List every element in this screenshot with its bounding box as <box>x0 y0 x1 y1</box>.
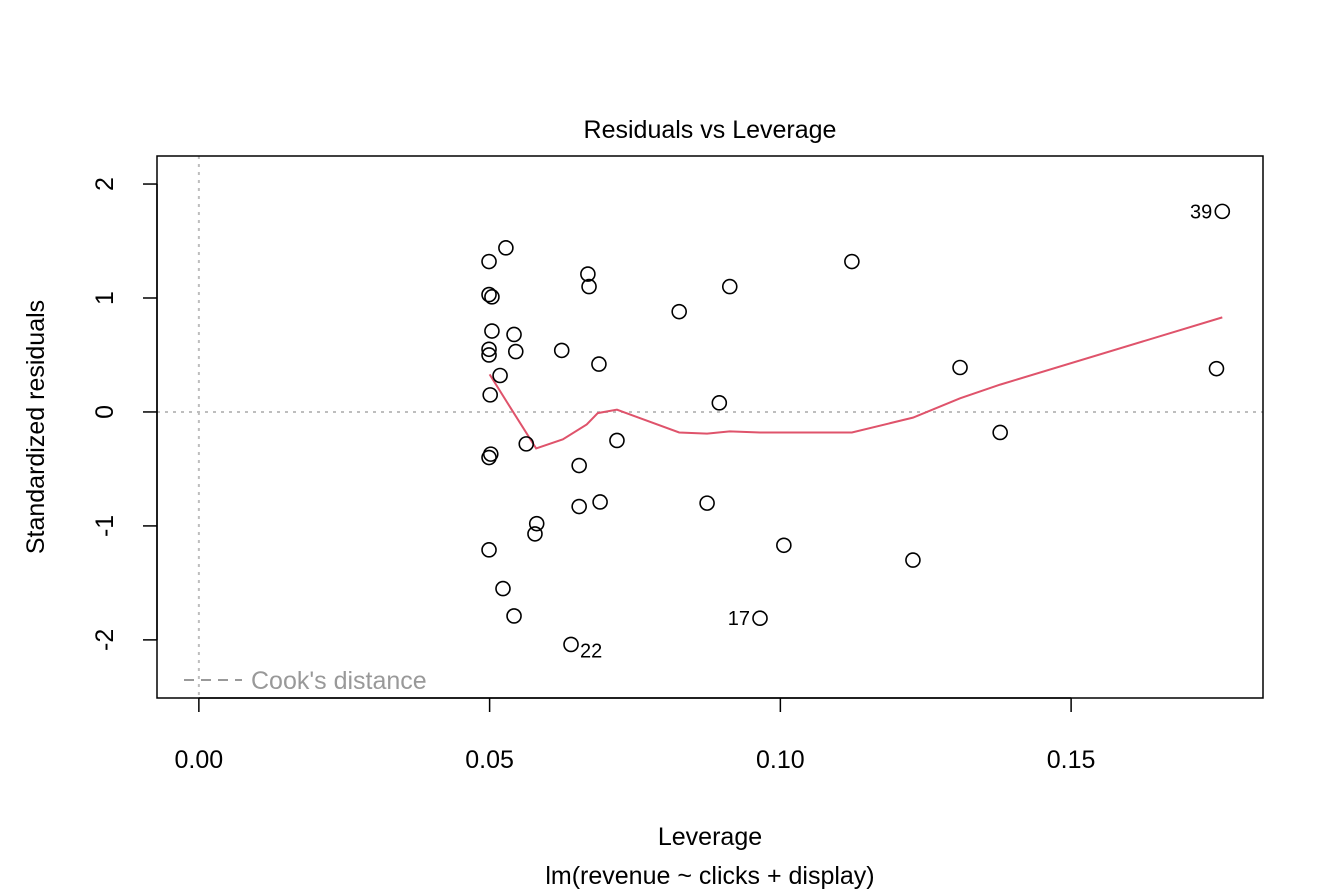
data-point <box>527 526 543 542</box>
data-point <box>752 610 768 627</box>
data-point <box>507 343 524 360</box>
y-tick-label: 2 <box>91 177 119 191</box>
data-point <box>492 367 508 384</box>
data-point <box>482 387 498 403</box>
data-point <box>699 495 715 511</box>
data-point <box>553 342 570 359</box>
x-tick-label: 0.15 <box>1047 746 1096 774</box>
data-point <box>571 498 587 515</box>
point-label: 22 <box>580 640 602 662</box>
y-tick-label: 0 <box>91 405 119 419</box>
cooks-distance-legend-label: Cook's distance <box>251 667 427 695</box>
data-point <box>905 552 921 568</box>
x-tick-label: 0.05 <box>465 746 514 774</box>
data-point <box>992 424 1008 441</box>
data-point <box>518 436 535 452</box>
data-point <box>528 515 545 532</box>
data-point <box>581 278 597 295</box>
data-point <box>671 303 687 320</box>
data-point <box>481 341 497 358</box>
y-tick-label: -1 <box>91 515 119 537</box>
data-point <box>1208 360 1225 377</box>
data-point <box>952 359 968 376</box>
data-point <box>484 323 500 339</box>
point-label: 39 <box>1190 201 1212 223</box>
plot-frame <box>156 155 1264 699</box>
x-axis-label: Leverage <box>658 823 762 851</box>
data-point <box>1214 203 1231 220</box>
y-axis-label: Standardized residuals <box>22 300 50 554</box>
point-label: 17 <box>728 608 750 630</box>
data-point <box>481 449 497 466</box>
data-point <box>481 286 497 303</box>
data-point <box>495 580 511 597</box>
chart-title: Residuals vs Leverage <box>584 116 837 144</box>
data-point <box>591 356 607 372</box>
data-point <box>563 636 579 653</box>
data-point <box>498 240 514 256</box>
data-point <box>580 266 596 282</box>
data-point <box>609 432 625 449</box>
data-point <box>506 326 522 343</box>
data-point <box>776 537 792 554</box>
x-tick-label: 0.00 <box>175 746 224 774</box>
y-tick-label: -2 <box>91 629 119 651</box>
x-tick-label: 0.10 <box>756 746 805 774</box>
data-point <box>506 608 522 624</box>
data-point <box>484 289 500 305</box>
data-point <box>481 253 497 270</box>
data-point <box>481 542 497 558</box>
y-tick-label: 1 <box>91 291 119 305</box>
data-point <box>844 253 860 270</box>
data-point <box>721 278 738 295</box>
data-point <box>711 395 728 411</box>
subtitle: lm(revenue ~ clicks + display) <box>545 862 874 890</box>
smooth-line <box>488 316 1223 450</box>
data-point <box>592 494 608 510</box>
data-point <box>571 457 587 474</box>
data-point <box>481 347 497 363</box>
